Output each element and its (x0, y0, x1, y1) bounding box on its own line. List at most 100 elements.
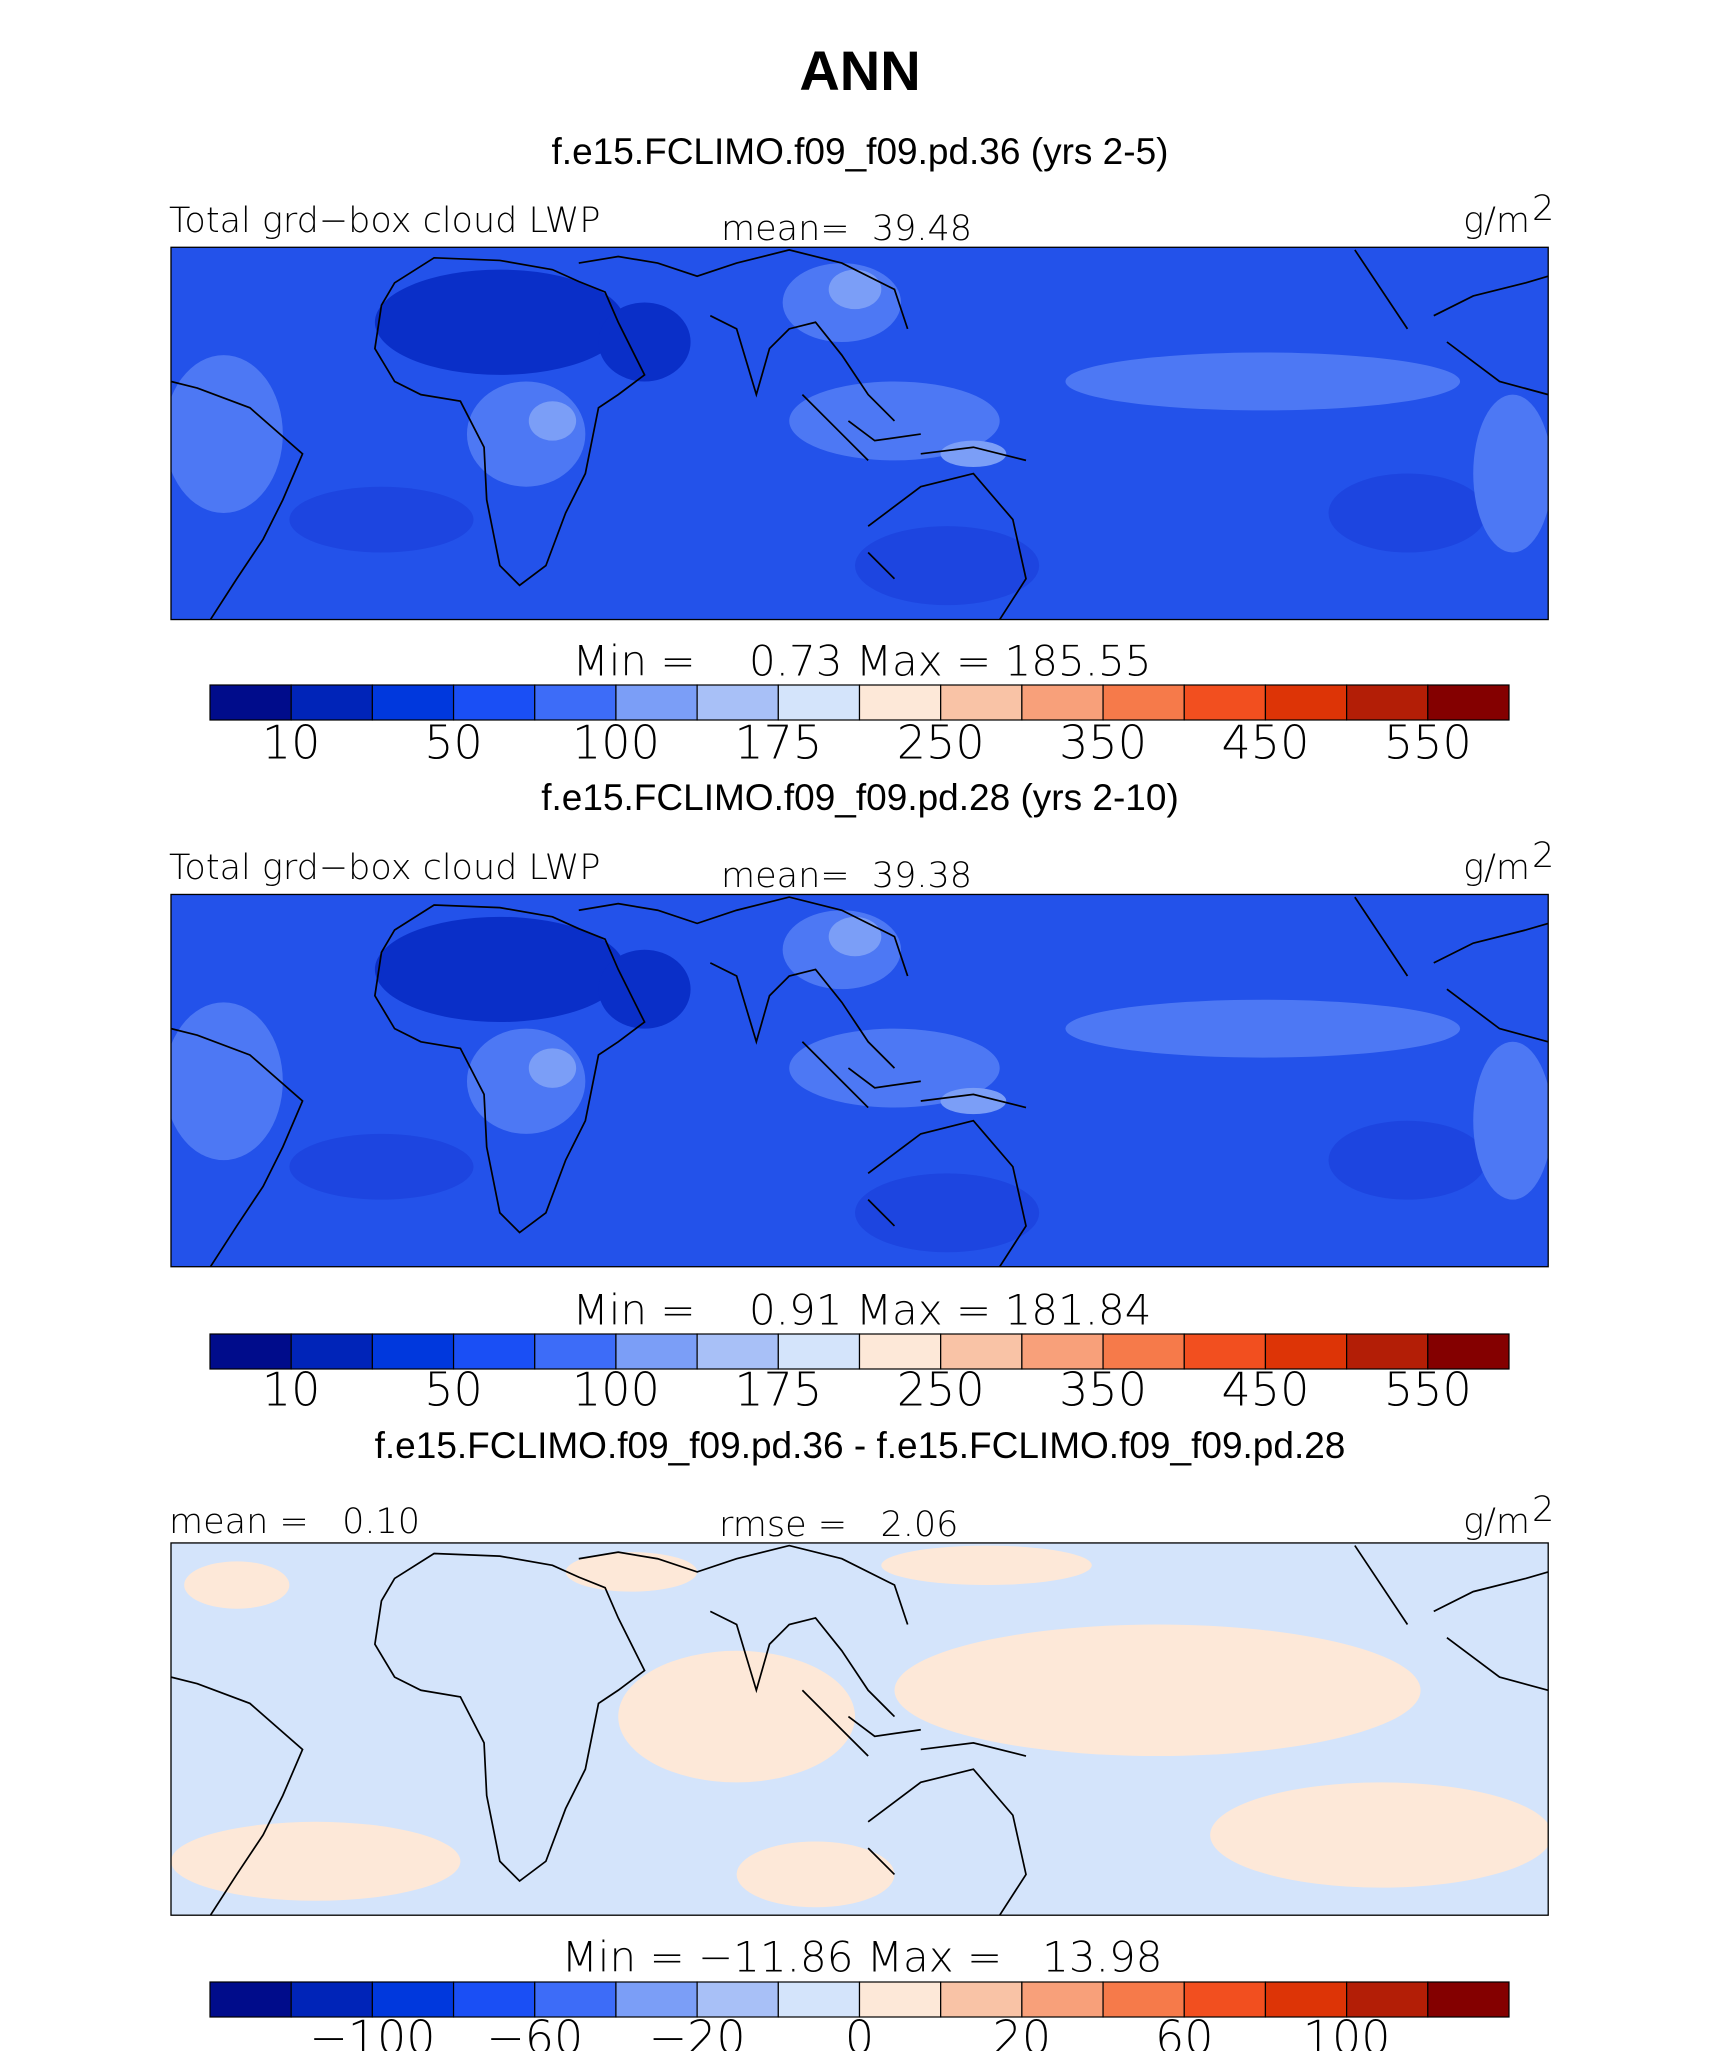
colorbar-label: 250 (897, 716, 985, 770)
min-max: Min = −11.86 Max = 13.98 (562, 1933, 1163, 1982)
contour-region (184, 1561, 290, 1609)
coastline (709, 962, 896, 1069)
left-label: Total grd−box cloud LWP (169, 201, 600, 241)
colorbar-label: 0 (845, 2011, 874, 2051)
colorbar-box (209, 1333, 292, 1370)
contour-region (374, 269, 625, 375)
colorbar-box (1021, 684, 1104, 721)
colorbar-label: 20 (993, 2011, 1052, 2051)
center-label: rmse = 2.06 (719, 1505, 958, 1545)
colorbar-label: 175 (734, 716, 822, 770)
contour-region (736, 1841, 895, 1908)
map (170, 246, 1549, 621)
colorbar-label: −100 (309, 2011, 435, 2051)
colorbar-box (1264, 1981, 1348, 2018)
colorbar-box (371, 1333, 455, 1370)
contour-region (1328, 473, 1487, 553)
map (170, 893, 1549, 1268)
contour-region (828, 916, 882, 957)
coastline (373, 256, 646, 587)
colorbar-box (1264, 1333, 1348, 1370)
map (170, 1542, 1549, 1916)
contour-region (528, 1048, 577, 1088)
colorbar-box (1264, 684, 1348, 721)
contour-region (1065, 999, 1461, 1058)
map-fill (171, 247, 1549, 620)
colorbar-box (696, 1333, 779, 1370)
contour-region (598, 949, 691, 1029)
coastline (578, 249, 909, 330)
coastline (867, 1119, 1027, 1267)
coastline (801, 1689, 1027, 1757)
colorbar-label: 100 (572, 716, 660, 770)
colorbar-label: 250 (897, 1363, 985, 1417)
units-label: g/m (1463, 1502, 1530, 1542)
colorbar-box (777, 684, 861, 721)
colorbar-label: 350 (1059, 716, 1147, 770)
colorbar-label: −20 (649, 2011, 746, 2051)
left-label: mean = 0.10 (169, 1502, 420, 1542)
contour-region (894, 1624, 1421, 1757)
coastline (867, 472, 1027, 620)
colorbar-label: 60 (1155, 2011, 1214, 2051)
colorbar-box (858, 1981, 942, 2018)
coastline (373, 1552, 646, 1883)
coastline (578, 1544, 909, 1625)
contour-region (289, 486, 474, 553)
colorbar-label: 550 (1384, 716, 1472, 770)
coastline (373, 904, 646, 1234)
colorbar-box (1183, 684, 1267, 721)
colorbar-box (1346, 1981, 1429, 2018)
colorbar-box (615, 684, 698, 721)
left-label: Total grd−box cloud LWP (169, 848, 600, 888)
colorbar-box (1427, 684, 1510, 721)
map-fill (171, 1542, 1549, 1916)
colorbar-box (1021, 1333, 1104, 1370)
colorbar-label: 100 (1303, 2011, 1391, 2051)
colorbar-box (452, 684, 536, 721)
colorbar-box (777, 1981, 861, 2018)
colorbar-label: 10 (262, 716, 321, 770)
contour-region (528, 401, 577, 441)
colorbar-label: 175 (734, 1363, 822, 1417)
coastline (867, 1768, 1027, 1916)
colorbar-box (1427, 1333, 1510, 1370)
contour-region (881, 1545, 1092, 1586)
contour-region (374, 916, 625, 1023)
contour-region (618, 1650, 855, 1783)
center-label: mean= 39.38 (721, 856, 972, 896)
contour-region (171, 355, 283, 513)
contour-region (855, 1173, 1040, 1253)
colorbar-label: 50 (424, 1363, 483, 1417)
colorbar-box (940, 1333, 1023, 1370)
coastline (801, 394, 1027, 462)
colorbar-box (858, 1333, 942, 1370)
map-frame (170, 246, 1549, 621)
colorbar-box (534, 1333, 617, 1370)
colorbar-box (1102, 1333, 1185, 1370)
colorbar-box (1102, 1981, 1185, 2018)
coastline (171, 1027, 304, 1267)
colorbar-label: 450 (1222, 716, 1310, 770)
units-superscript: 2 (1532, 836, 1554, 876)
contour-region (1328, 1120, 1487, 1200)
contour-region (1473, 394, 1549, 553)
colorbar-box (1021, 1981, 1104, 2018)
panel-subtitle: f.e15.FCLIMO.f09_f09.pd.36 (yrs 2-5) (552, 131, 1169, 172)
colorbar-box (371, 684, 455, 721)
contour-region (940, 440, 1007, 467)
coastline (709, 1610, 896, 1718)
contour-region (289, 1133, 474, 1200)
colorbar-box (696, 1981, 779, 2018)
contour-region (1065, 352, 1461, 411)
colorbar-box (209, 684, 292, 721)
units-label: g/m (1463, 201, 1530, 241)
colorbar-label: 10 (262, 1363, 321, 1417)
colorbar-label: −60 (486, 2011, 583, 2051)
colorbar-label: 100 (572, 1363, 660, 1417)
colorbar-box (452, 1333, 536, 1370)
colorbar-label: 450 (1222, 1363, 1310, 1417)
contour-region (598, 302, 691, 382)
units-label: g/m (1463, 848, 1530, 888)
